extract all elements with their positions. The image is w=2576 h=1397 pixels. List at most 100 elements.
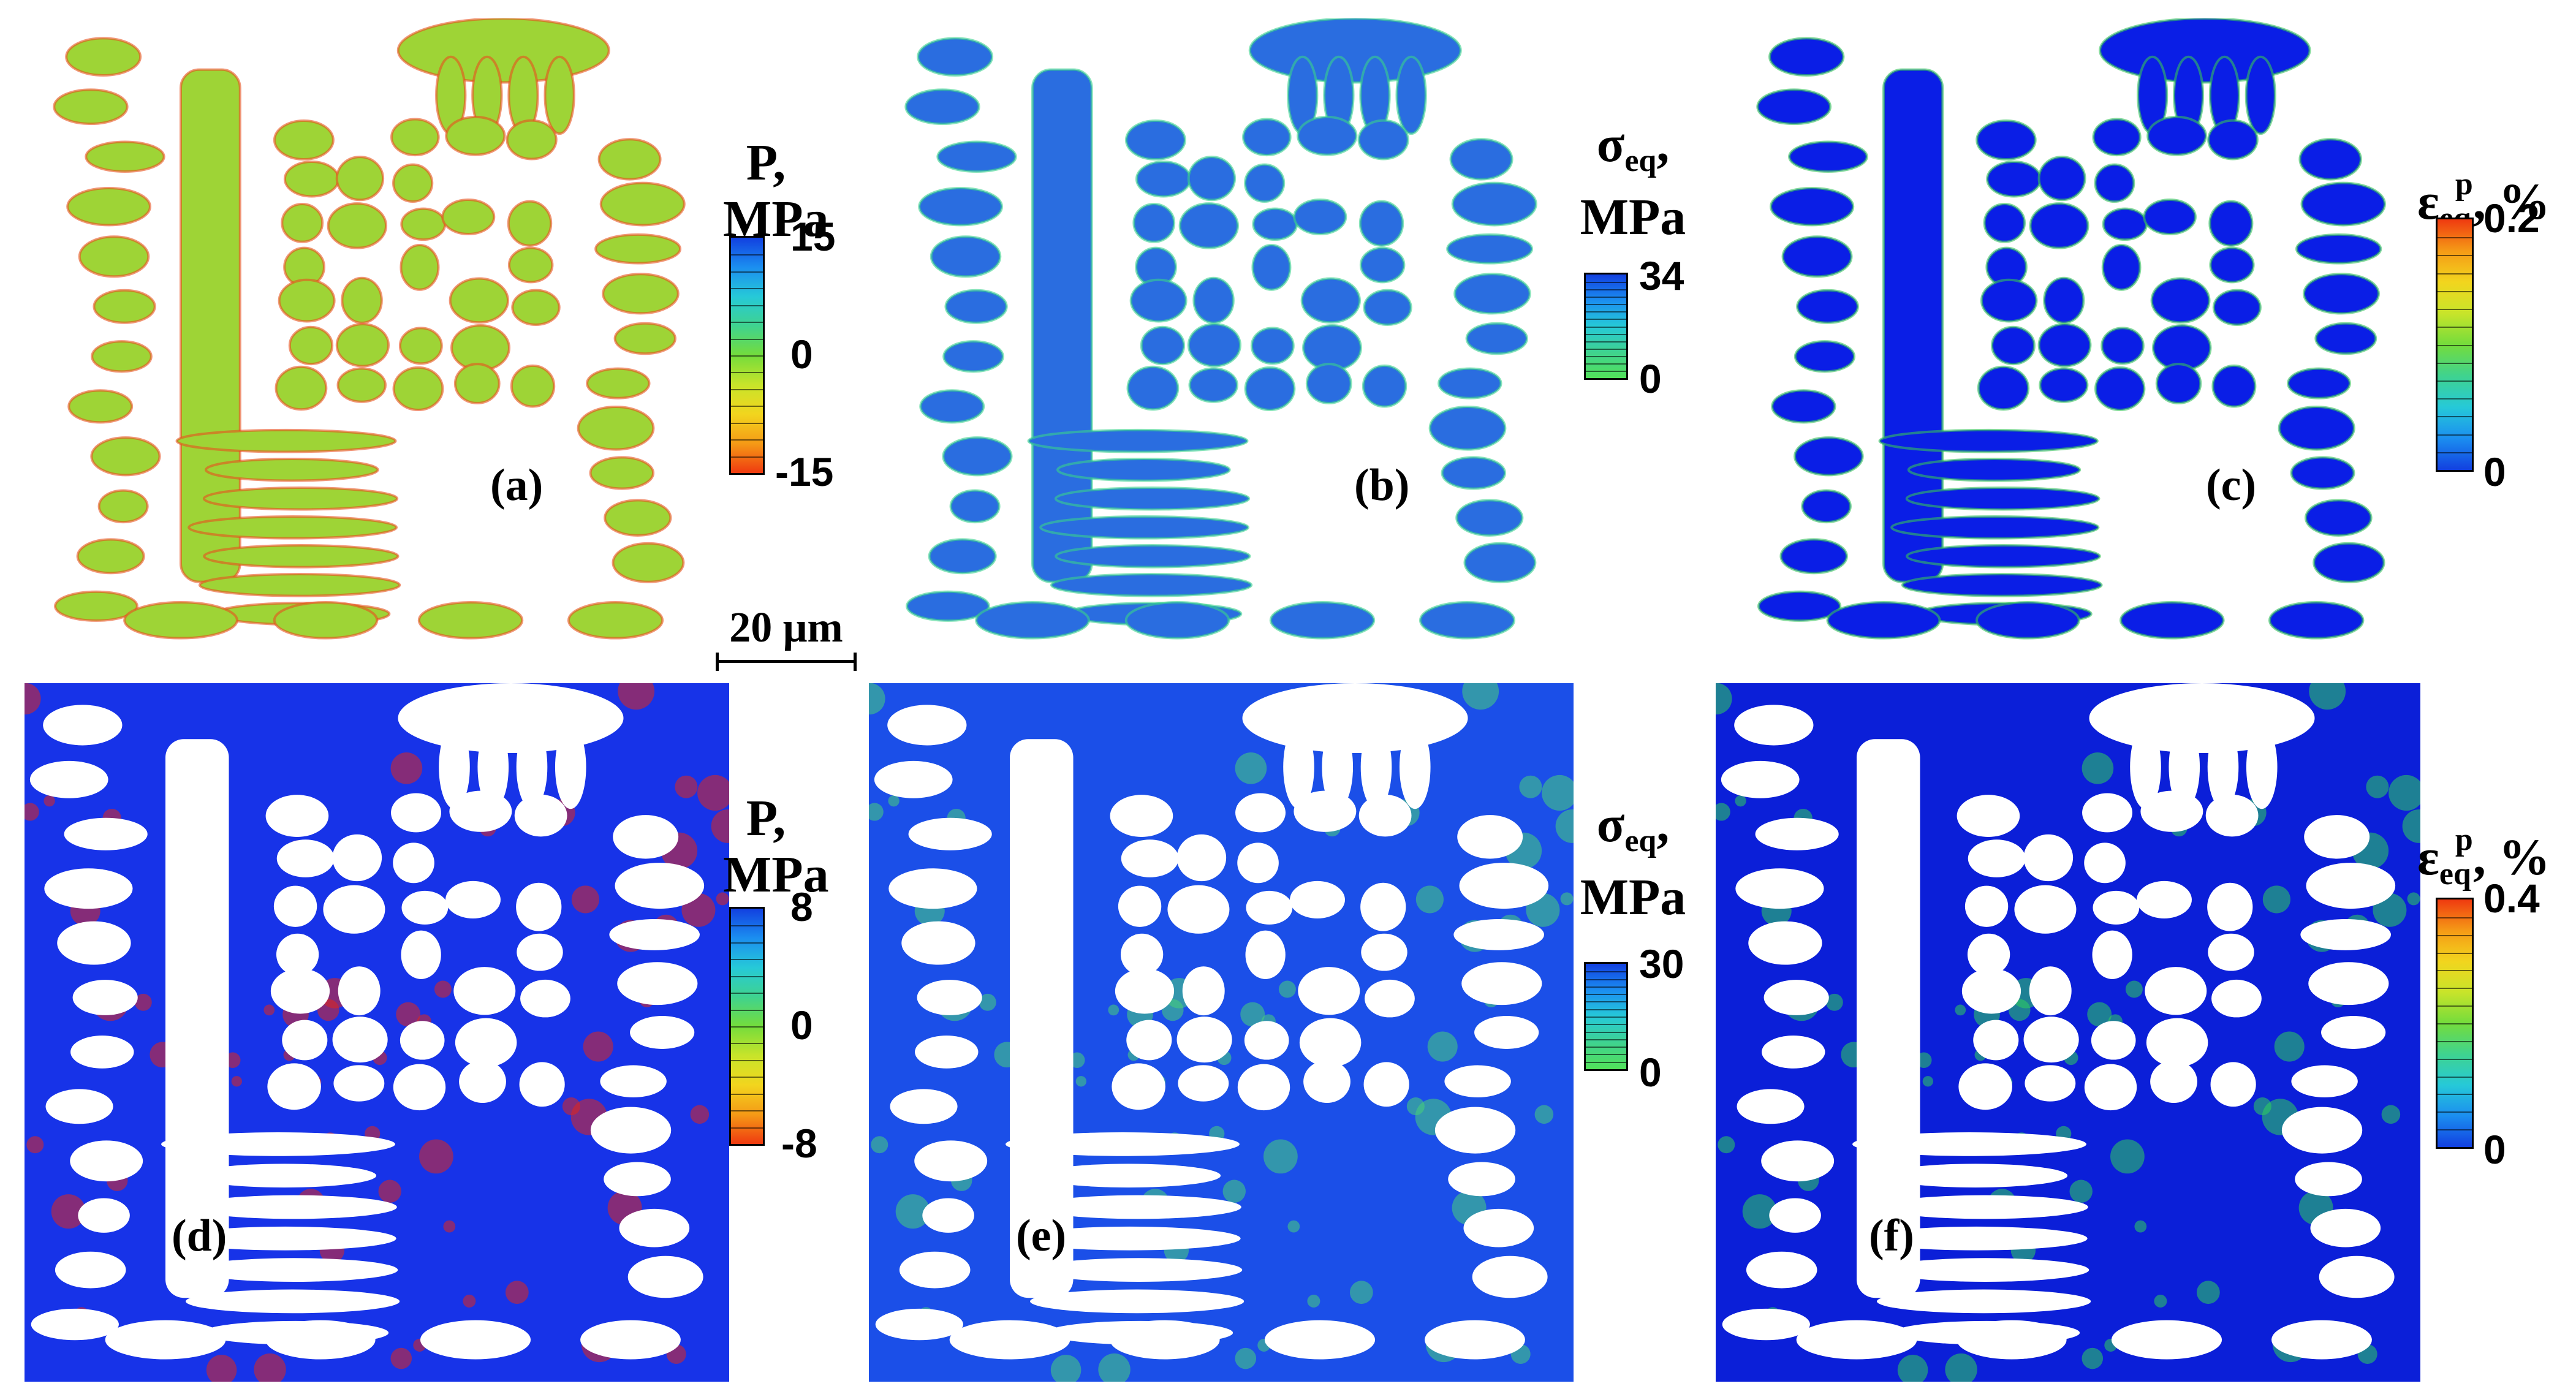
grain [55,1251,126,1289]
grain [2304,499,2373,537]
grain [1237,1064,1290,1111]
colorbar-e-subscript: eq [1624,823,1657,858]
colorbar-level-line [731,288,763,290]
colorbar-level-line [1586,282,1626,284]
colorbar-e-title: σeq, MPa [1566,797,1700,926]
grain [1463,1208,1534,1247]
field-hotspot [1349,1281,1373,1304]
grain [57,921,131,965]
grain [1748,921,1822,965]
field-hotspot [25,803,39,821]
colorbar-e-min: 0 [1639,1050,1662,1095]
grain [453,363,501,404]
grain [602,273,680,315]
grain [1357,119,1409,161]
field-hotspot [1098,1353,1131,1382]
grain [190,1195,397,1219]
colorbar-level-line [731,925,763,927]
grain [2150,277,2211,324]
colorbar-b-scale [1584,273,1628,380]
grain [1455,499,1524,537]
grain [276,933,319,975]
field-hotspot [690,1105,710,1124]
field-hotspot [675,775,698,798]
field-hotspot [2125,980,2143,998]
grain [930,235,1002,278]
colorbar-level-line [731,338,763,340]
colorbar-c-superscript: p [2455,167,2473,202]
grain [1976,119,2037,161]
grain [477,725,509,809]
grain [2039,367,2089,403]
colorbar-level-line [731,975,763,977]
colorbar-b-suffix: , [1656,116,1670,173]
grain [1178,1065,1229,1102]
grain [2287,367,2351,399]
grain [2290,456,2355,490]
grain [265,1320,376,1360]
grain [2169,725,2200,809]
grain [1768,37,1845,77]
grain [2211,364,2257,408]
colorbar-level-line [731,942,763,944]
colorbar-level-line [1586,1061,1626,1063]
grain [283,161,340,198]
grain [2319,1255,2395,1298]
colorbar-level-line [731,406,763,407]
scale-bar-right-cap [854,653,857,671]
grain [2084,1064,2137,1111]
field-hotspot [1555,809,1574,843]
grain [401,890,449,925]
grain [391,793,441,833]
grain [1363,1062,1409,1107]
panel-b-field [901,18,1559,659]
colorbar-level-line [731,439,763,441]
field-hotspot [1735,795,1746,807]
grain [276,839,335,877]
grain [1110,795,1173,837]
colorbar-level-line [731,1059,763,1061]
field-hotspot [1922,1076,1933,1087]
colorbar-level-line [731,993,763,994]
grain [1290,880,1345,918]
grain [1055,544,1251,569]
field-hotspot [2110,1139,2145,1174]
colorbar-b-title: σeq, MPa [1566,116,1700,246]
grain [942,436,1013,477]
grain [161,1132,395,1156]
grain [936,140,1017,173]
field-hotspot [1560,892,1574,906]
grain [270,968,330,1014]
colorbar-e-symbol-line: σeq, [1566,797,1700,869]
field-hotspot [1307,1295,1320,1308]
grain [393,842,434,884]
colorbar-d: P, MPa 8 0 -8 [711,790,895,1183]
grain [544,55,575,135]
grain [1441,456,1507,490]
grain [1451,181,1537,227]
grain [1878,428,2099,453]
grain [1360,725,1392,809]
field-hotspot [2274,1031,2305,1062]
grain [1826,601,1941,640]
grain [1361,933,1407,971]
grain [2205,794,2259,837]
colorbar-level-line [2438,1129,2472,1131]
grain [1973,1020,2019,1061]
colorbar-level-line [731,1043,763,1045]
colorbar-b-subscript: eq [1624,143,1657,178]
field-hotspot [1108,1004,1119,1016]
grain [516,882,562,931]
grain [1796,1320,1917,1360]
grain [949,1320,1070,1360]
colorbar-level-line [2438,1094,2472,1096]
colorbar-e-max: 30 [1639,941,1684,986]
grain [1444,1065,1511,1098]
grain [1362,364,1407,408]
colorbar-level-line [2438,255,2472,257]
field-hotspot [419,1139,453,1174]
grain [275,365,328,411]
grain [445,880,501,918]
colorbar-level-line [731,271,763,273]
grain [455,1018,517,1067]
